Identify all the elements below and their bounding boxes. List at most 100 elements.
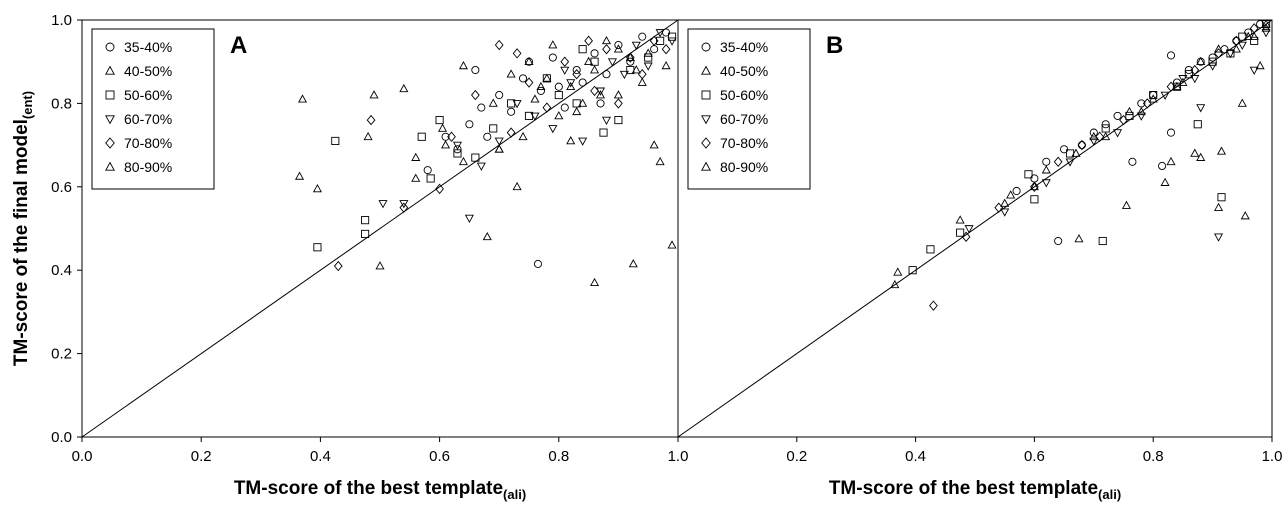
data-point: [566, 81, 576, 91]
data-point: [363, 131, 373, 141]
data-point: [435, 183, 444, 195]
series-6: [1000, 19, 1271, 207]
data-point: [548, 125, 558, 134]
data-point: [661, 60, 671, 70]
data-point: [512, 100, 522, 109]
data-point: [1216, 146, 1227, 155]
data-point: [1113, 129, 1123, 138]
data-point: [1136, 106, 1146, 116]
data-point: [1244, 28, 1253, 37]
chart-root: 0.0 0.2 0.4 0.6 0.8 1.0 0.0 0.2 0.4 0.6 0.8 1.0 35-4…: [11, 12, 1282, 502]
data-point: [1101, 124, 1110, 133]
legend-marker: [105, 161, 115, 171]
data-point: [602, 70, 611, 79]
data-point: [1124, 106, 1134, 116]
data-point: [667, 32, 677, 41]
x-tick-label: 1.0: [1262, 448, 1283, 465]
data-point: [578, 45, 587, 54]
y-tick-label: 0.0: [51, 429, 72, 446]
data-point: [1225, 50, 1235, 59]
data-point: [1053, 156, 1063, 167]
series-5: [333, 35, 671, 272]
data-point: [411, 173, 421, 182]
data-point: [584, 35, 593, 47]
data-point: [625, 52, 635, 61]
data-point: [542, 74, 551, 83]
data-point: [1208, 53, 1217, 62]
data-point: [1166, 156, 1176, 166]
data-point: [578, 98, 588, 107]
data-point: [1006, 190, 1016, 199]
data-point: [1000, 198, 1010, 207]
data-point: [1190, 75, 1200, 84]
data-point: [566, 136, 576, 145]
data-point: [1213, 202, 1224, 211]
data-point: [399, 83, 409, 93]
data-point: [614, 116, 623, 125]
series-6: [294, 35, 671, 193]
data-point: [602, 43, 611, 55]
data-point: [994, 202, 1004, 213]
data-point: [566, 79, 576, 88]
legend-marker: [701, 161, 711, 171]
legend-entry: 35-40%: [124, 39, 172, 55]
data-point: [631, 41, 641, 50]
data-point: [1148, 94, 1158, 103]
data-point: [331, 136, 340, 145]
x-tick-label: 0.2: [786, 448, 807, 465]
data-point: [536, 81, 546, 91]
data-point: [601, 116, 612, 125]
data-point: [1012, 186, 1021, 196]
data-point: [1128, 157, 1137, 166]
data-point: [423, 166, 432, 175]
data-point: [590, 65, 600, 74]
data-point: [1000, 208, 1010, 217]
data-point: [361, 216, 370, 225]
series-3: [908, 20, 1271, 275]
data-point: [1184, 70, 1193, 79]
data-point: [1041, 165, 1051, 174]
data-point: [650, 45, 659, 54]
data-point: [1077, 141, 1086, 150]
data-point: [1095, 131, 1105, 142]
data-point: [1237, 41, 1247, 50]
data-point: [417, 132, 426, 141]
data-point: [438, 123, 448, 132]
data-point: [471, 153, 480, 162]
data-point: [1042, 157, 1051, 166]
data-point: [1172, 81, 1182, 91]
series-2: [890, 23, 1271, 289]
legend-marker: [105, 90, 115, 100]
legend-marker: [105, 115, 115, 125]
data-point: [572, 65, 581, 75]
legend-marker: [701, 90, 711, 100]
data-point: [1250, 36, 1259, 45]
data-point: [1041, 179, 1051, 188]
data-point: [518, 131, 528, 141]
panel-a: 0.0 0.2 0.4 0.6 0.8 1.0 0.0 0.2 0.4 0.6 0.8 1.0 35-4…: [51, 12, 688, 502]
data-point: [614, 98, 623, 109]
data-point: [458, 156, 468, 166]
data-point: [929, 300, 938, 311]
data-point: [956, 228, 965, 237]
y-tick-label: 0.2: [51, 346, 72, 363]
data-point: [297, 94, 308, 103]
series-1: [1012, 20, 1265, 246]
legend-entry: 60-70%: [720, 111, 768, 127]
data-point: [1190, 64, 1200, 76]
data-point: [1054, 236, 1063, 246]
data-point: [1089, 131, 1099, 141]
x-tick-label: 0.8: [548, 448, 569, 465]
x-tick-label: 0.8: [1143, 448, 1164, 465]
data-point: [961, 231, 971, 243]
x-tick-label: 0.4: [310, 448, 331, 465]
data-point: [494, 137, 504, 146]
data-point: [631, 65, 641, 74]
data-point: [638, 32, 647, 41]
data-point: [1190, 148, 1200, 157]
data-point: [426, 174, 435, 183]
data-point: [601, 35, 612, 45]
data-point: [554, 82, 563, 91]
data-point: [452, 141, 463, 150]
